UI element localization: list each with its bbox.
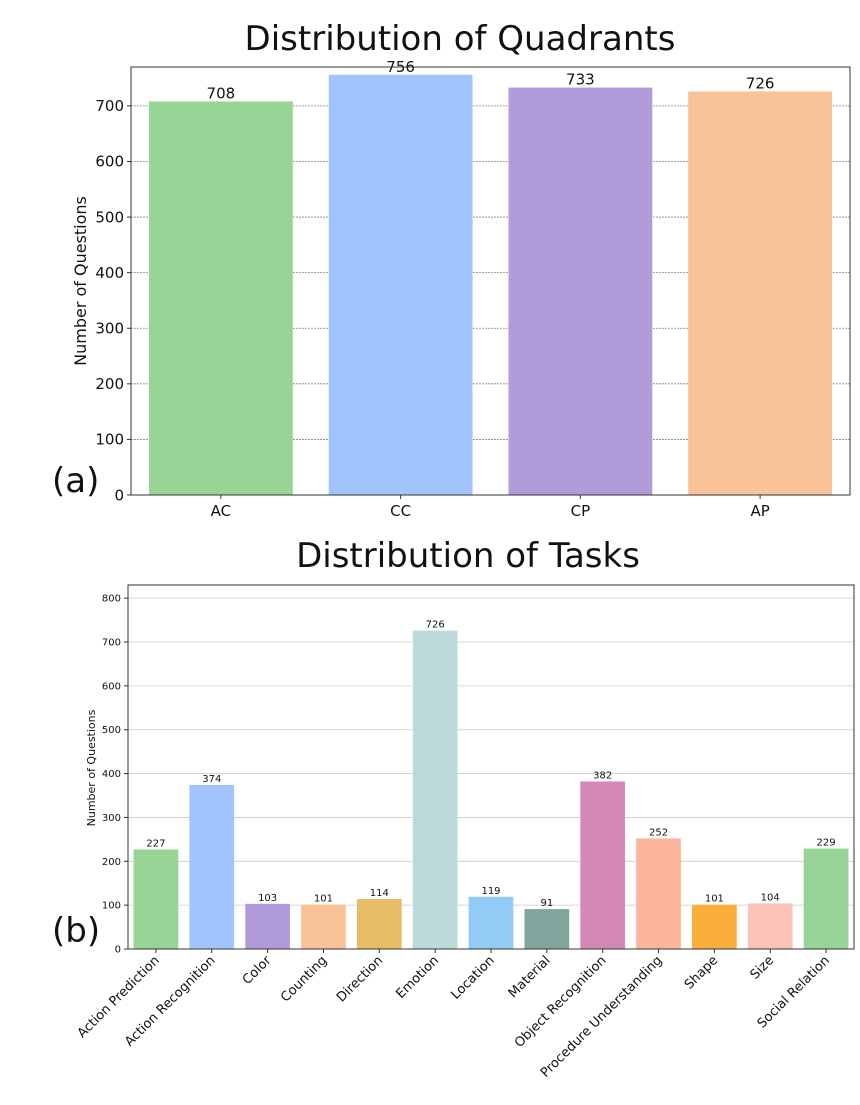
chart-a: Distribution of Quadrants (a) Number of … bbox=[52, 19, 851, 520]
chart-b-y-tick-label: 500 bbox=[102, 725, 121, 736]
chart-a-x-tick-label-cp: CP bbox=[571, 502, 591, 520]
chart-b-value-label-direction: 114 bbox=[370, 888, 389, 899]
chart-b-x-tick-label-size: Size bbox=[748, 953, 777, 982]
chart-b-value-label-material: 91 bbox=[540, 898, 553, 909]
chart-b-value-label-object-recognition: 382 bbox=[593, 770, 612, 781]
chart-b-y-tick-label: 600 bbox=[102, 681, 121, 692]
chart-b-x-tick-label-emotion: Emotion bbox=[393, 953, 442, 1002]
chart-b-bar-action-prediction bbox=[133, 849, 179, 949]
chart-b-bar-location bbox=[468, 896, 514, 949]
chart-a-y-ticks: 0 100 200 300 400 500 600 700 bbox=[95, 97, 131, 504]
chart-b-bar-object-recognition bbox=[580, 781, 626, 949]
chart-b-x-tick-label-location: Location bbox=[448, 953, 497, 1002]
chart-b-bars bbox=[133, 630, 849, 949]
chart-a-bar-cp bbox=[508, 87, 653, 496]
chart-b-bar-size bbox=[747, 903, 793, 949]
chart-a-y-tick-label: 400 bbox=[95, 264, 124, 282]
chart-b-y-tick-label: 200 bbox=[102, 857, 121, 868]
chart-b-y-ticks: 0 100 200 300 400 500 600 700 800 bbox=[102, 594, 128, 956]
chart-a-value-label-ac: 708 bbox=[207, 84, 236, 102]
chart-b-value-label-emotion: 726 bbox=[426, 620, 445, 631]
chart-b-panel-label: (b) bbox=[52, 911, 100, 951]
chart-a-title: Distribution of Quadrants bbox=[245, 19, 676, 59]
chart-a-frame bbox=[130, 66, 851, 496]
chart-b-y-tick-label: 300 bbox=[102, 813, 121, 824]
chart-b-gridlines bbox=[128, 597, 854, 906]
chart-b-value-label-location: 119 bbox=[481, 886, 500, 897]
chart-b-bar-emotion bbox=[412, 630, 458, 949]
chart-b-x-tick-label-procedure-understanding: Procedure Understanding bbox=[538, 953, 665, 1080]
chart-b-y-tick-label: 0 bbox=[115, 945, 121, 956]
chart-b-x-tick-label-material: Material bbox=[506, 953, 554, 1001]
chart-b-bar-counting bbox=[301, 904, 346, 949]
chart-b-y-axis-label: Number of Questions bbox=[85, 709, 98, 826]
chart-b-value-label-action-recognition: 374 bbox=[202, 774, 221, 785]
chart-a-y-tick-label: 200 bbox=[95, 375, 124, 393]
chart-a-y-tick-label: 500 bbox=[95, 208, 124, 226]
chart-b-x-tick-label-counting: Counting bbox=[278, 953, 330, 1005]
chart-a-y-tick-label: 700 bbox=[95, 97, 124, 115]
chart-b-value-label-color: 103 bbox=[258, 893, 277, 904]
chart-a-value-label-cp: 733 bbox=[566, 71, 595, 89]
chart-b-value-label-social-relation: 229 bbox=[817, 838, 836, 849]
chart-a-value-label-ap: 726 bbox=[746, 74, 775, 92]
chart-b-y-tick-label: 700 bbox=[102, 638, 121, 649]
chart-b-bar-direction bbox=[356, 899, 402, 949]
chart-a-y-tick-label: 600 bbox=[95, 153, 124, 171]
chart-b-bar-shape bbox=[692, 904, 737, 949]
chart-b-x-tick-label-direction: Direction bbox=[334, 953, 386, 1005]
chart-a-bar-cc bbox=[328, 74, 473, 496]
chart-a-panel-label: (a) bbox=[52, 461, 99, 501]
chart-a-bar-ap bbox=[688, 91, 833, 495]
chart-b-value-label-size: 104 bbox=[761, 892, 780, 903]
chart-a-x-tick-label-ap: AP bbox=[750, 502, 769, 520]
chart-b-y-tick-label: 400 bbox=[102, 769, 121, 780]
chart-a-x-tick-label-cc: CC bbox=[390, 502, 411, 520]
chart-b-y-tick-label: 800 bbox=[102, 594, 121, 605]
chart-b-value-label-action-prediction: 227 bbox=[146, 838, 165, 849]
chart-b-x-tick-label-shape: Shape bbox=[682, 953, 721, 992]
chart-b-value-label-counting: 101 bbox=[314, 894, 333, 905]
chart-b-x-tick-label-color: Color bbox=[240, 953, 275, 988]
chart-b-frame bbox=[127, 584, 855, 950]
chart-b: Distribution of Tasks (b) Number of Ques… bbox=[52, 536, 855, 1081]
chart-a-x-ticks: AC CC CP AP bbox=[211, 495, 770, 520]
chart-b-title: Distribution of Tasks bbox=[296, 536, 640, 576]
chart-a-bars bbox=[148, 74, 833, 496]
chart-a-x-tick-label-ac: AC bbox=[211, 502, 231, 520]
chart-b-y-tick-label: 100 bbox=[102, 901, 121, 912]
chart-b-value-label-procedure-understanding: 252 bbox=[649, 827, 668, 838]
chart-a-y-tick-label: 0 bbox=[114, 486, 124, 504]
chart-b-x-tick-label-object-recognition: Object Recognition bbox=[512, 953, 610, 1051]
chart-b-bar-action-recognition bbox=[189, 784, 235, 949]
chart-b-bar-material bbox=[524, 909, 570, 949]
chart-b-bar-color bbox=[245, 903, 290, 949]
chart-b-bar-procedure-understanding bbox=[636, 838, 681, 949]
chart-a-y-axis-label: Number of Questions bbox=[71, 196, 90, 366]
chart-a-bar-ac bbox=[148, 101, 293, 495]
chart-a-y-tick-label: 300 bbox=[95, 319, 124, 337]
chart-a-y-tick-label: 100 bbox=[95, 431, 124, 449]
chart-b-value-label-shape: 101 bbox=[705, 894, 724, 905]
chart-b-value-labels: 227 374 103 101 114 726 119 91 382 252 101 104 229 bbox=[146, 620, 835, 909]
chart-b-bar-social-relation bbox=[803, 848, 849, 949]
